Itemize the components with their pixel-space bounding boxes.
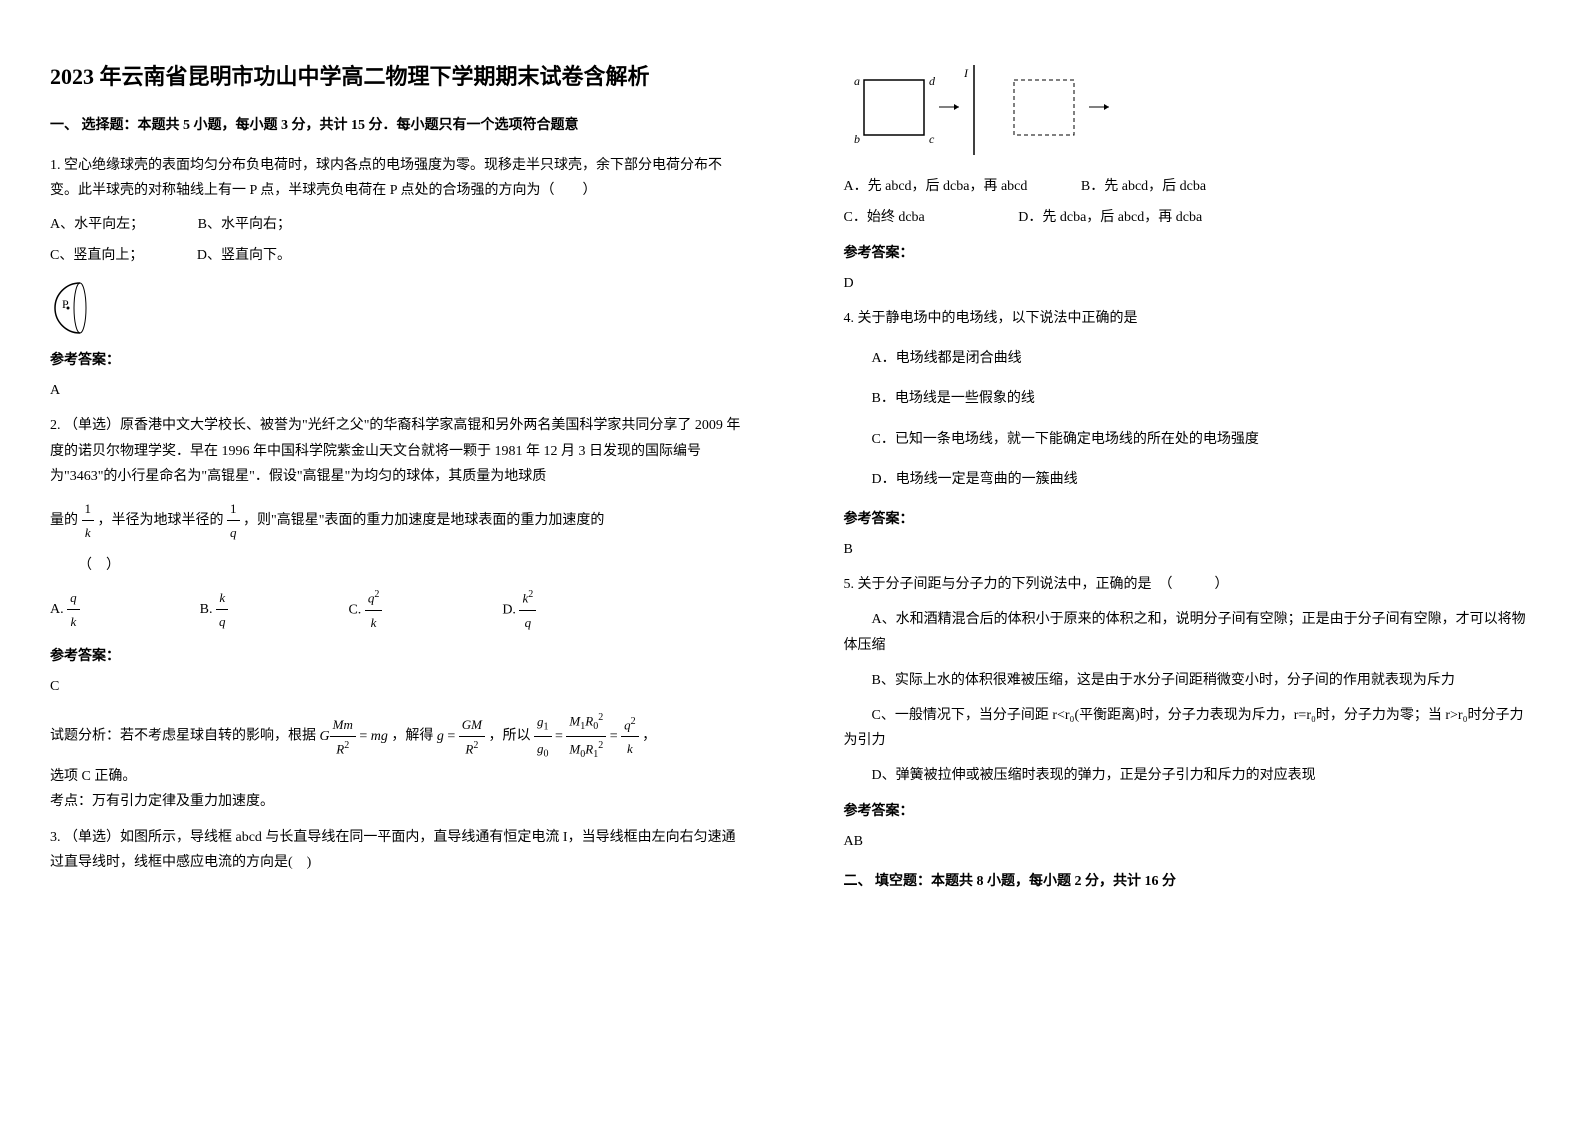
q4-opt-d: D．电场线一定是弯曲的一簇曲线 [844,467,1538,492]
question-5: 5. 关于分子间距与分子力的下列说法中，正确的是 （ ） A、水和酒精混合后的体… [844,572,1538,854]
svg-text:c: c [929,132,935,146]
circuit-diagram: a d b c I [844,65,1538,164]
q5-answer-label: 参考答案： [844,799,1538,824]
q2-text2-mid: ，半径为地球半径的 [98,513,224,528]
question-1: 1. 空心绝缘球壳的表面均匀分布负电荷时，球内各点的电场强度为零。现移走半只球壳… [50,153,744,403]
question-4: 4. 关于静电场中的电场线，以下说法中正确的是 A．电场线都是闭合曲线 B．电场… [844,306,1538,562]
q4-opt-a: A．电场线都是闭合曲线 [844,346,1538,371]
q2-text2: 量的 1k ，半径为地球半径的 1q ，则"高锟星"表面的重力加速度是地球表面的… [50,497,744,545]
q3-opt-a: A．先 abcd，后 dcba，再 abcd [844,174,1028,199]
q1-answer-label: 参考答案： [50,348,744,373]
q2-analysis-line2: 选项 C 正确。 [50,764,744,789]
q2-analysis-line1: 试题分析：若不考虑星球自转的影响，根据 GMmR2 = mg ，解得 g = G… [50,709,744,764]
q2-opt-b: B. kq [200,586,229,634]
q3-text: 3. （单选）如图所示，导线框 abcd 与长直导线在同一平面内，直导线通有恒定… [50,825,744,875]
q1-answer: A [50,378,744,403]
q1-text: 1. 空心绝缘球壳的表面均匀分布负电荷时，球内各点的电场强度为零。现移走半只球壳… [50,153,744,203]
q5-opt-c: C、一般情况下，当分子间距 r<r₀(平衡距离)时，分子力表现为斥力，r=r₀时… [844,703,1538,753]
right-column: a d b c I A．先 abcd，后 dcba，再 abcd B．先 abc… [794,0,1587,1122]
q4-answer-label: 参考答案： [844,507,1538,532]
svg-text:d: d [929,74,936,88]
q3-answer-label: 参考答案： [844,241,1538,266]
formula-3: g1g0 = M1R02M0R12 = q2k [534,729,639,744]
section2-heading: 二、 填空题：本题共 8 小题，每小题 2 分，共计 16 分 [844,869,1538,894]
formula-2: g = GMR2 [437,729,485,744]
q2-opt-a: A. qk [50,586,80,634]
question-2: 2. （单选）原香港中文大学校长、被誉为"光纤之父"的华裔科学家高锟和另外两名美… [50,413,744,814]
q5-options: A、水和酒精混合后的体积小于原来的体积之和，说明分子间有空隙；正是由于分子间有空… [844,607,1538,788]
q3-answer: D [844,271,1538,296]
q4-options: A．电场线都是闭合曲线 B．电场线是一些假象的线 C．已知一条电场线，就一下能确… [844,346,1538,492]
q2-text2-suffix: ，则"高锟星"表面的重力加速度是地球表面的重力加速度的 [243,513,604,528]
q3-opt-d: D．先 dcba，后 abcd，再 dcba [1018,205,1202,230]
q5-text: 5. 关于分子间距与分子力的下列说法中，正确的是 （ ） [844,572,1538,597]
q2-opt-c: C. q2k [348,586,382,634]
q4-text: 4. 关于静电场中的电场线，以下说法中正确的是 [844,306,1538,331]
q1-options: A、水平向左； B、水平向右； C、竖直向上； D、竖直向下。 [50,212,744,268]
q3-opt-b: B．先 abcd，后 dcba [1081,174,1206,199]
q5-answer: AB [844,829,1538,854]
q2-answer: C [50,674,744,699]
q2-answer-label: 参考答案： [50,644,744,669]
hemisphere-diagram: P [50,278,110,338]
q1-opt-b: B、水平向右； [198,212,291,237]
q2-text3: （ ） [50,553,744,578]
q2-text2-prefix: 量的 [50,513,78,528]
formula-1: GMmR2 = mg [320,729,388,744]
q2-text1: 2. （单选）原香港中文大学校长、被誉为"光纤之父"的华裔科学家高锟和另外两名美… [50,413,744,489]
svg-text:I: I [963,66,969,80]
q5-opt-a: A、水和酒精混合后的体积小于原来的体积之和，说明分子间有空隙；正是由于分子间有空… [844,607,1538,657]
exam-title: 2023 年云南省昆明市功山中学高二物理下学期期末试卷含解析 [50,60,744,93]
question-3-start: 3. （单选）如图所示，导线框 abcd 与长直导线在同一平面内，直导线通有恒定… [50,825,744,875]
q4-opt-b: B．电场线是一些假象的线 [844,386,1538,411]
q1-opt-c: C、竖直向上； [50,243,143,268]
q1-opt-d: D、竖直向下。 [197,243,291,268]
left-column: 2023 年云南省昆明市功山中学高二物理下学期期末试卷含解析 一、 选择题：本题… [0,0,794,1122]
svg-text:a: a [854,74,860,88]
q1-opt-a: A、水平向左； [50,212,144,237]
q4-opt-c: C．已知一条电场线，就一下能确定电场线的所在处的电场强度 [844,427,1538,452]
q5-opt-d: D、弹簧被拉伸或被压缩时表现的弹力，正是分子引力和斥力的对应表现 [844,763,1538,788]
q5-opt-b: B、实际上水的体积很难被压缩，这是由于水分子间距稍微变小时，分子间的作用就表现为… [844,668,1538,693]
frac-1q: 1q [227,497,240,545]
q2-options: A. qk B. kq C. q2k D. k2q [50,586,744,634]
q2-opt-d: D. k2q [502,586,536,634]
frac-1k: 1k [82,497,95,545]
q4-answer: B [844,537,1538,562]
q3-options: A．先 abcd，后 dcba，再 abcd B．先 abcd，后 dcba C… [844,174,1538,230]
svg-text:b: b [854,132,860,146]
section1-heading: 一、 选择题：本题共 5 小题，每小题 3 分，共计 15 分．每小题只有一个选… [50,113,744,138]
q2-analysis-line3: 考点：万有引力定律及重力加速度。 [50,789,744,814]
q3-opt-c: C．始终 dcba [844,205,925,230]
